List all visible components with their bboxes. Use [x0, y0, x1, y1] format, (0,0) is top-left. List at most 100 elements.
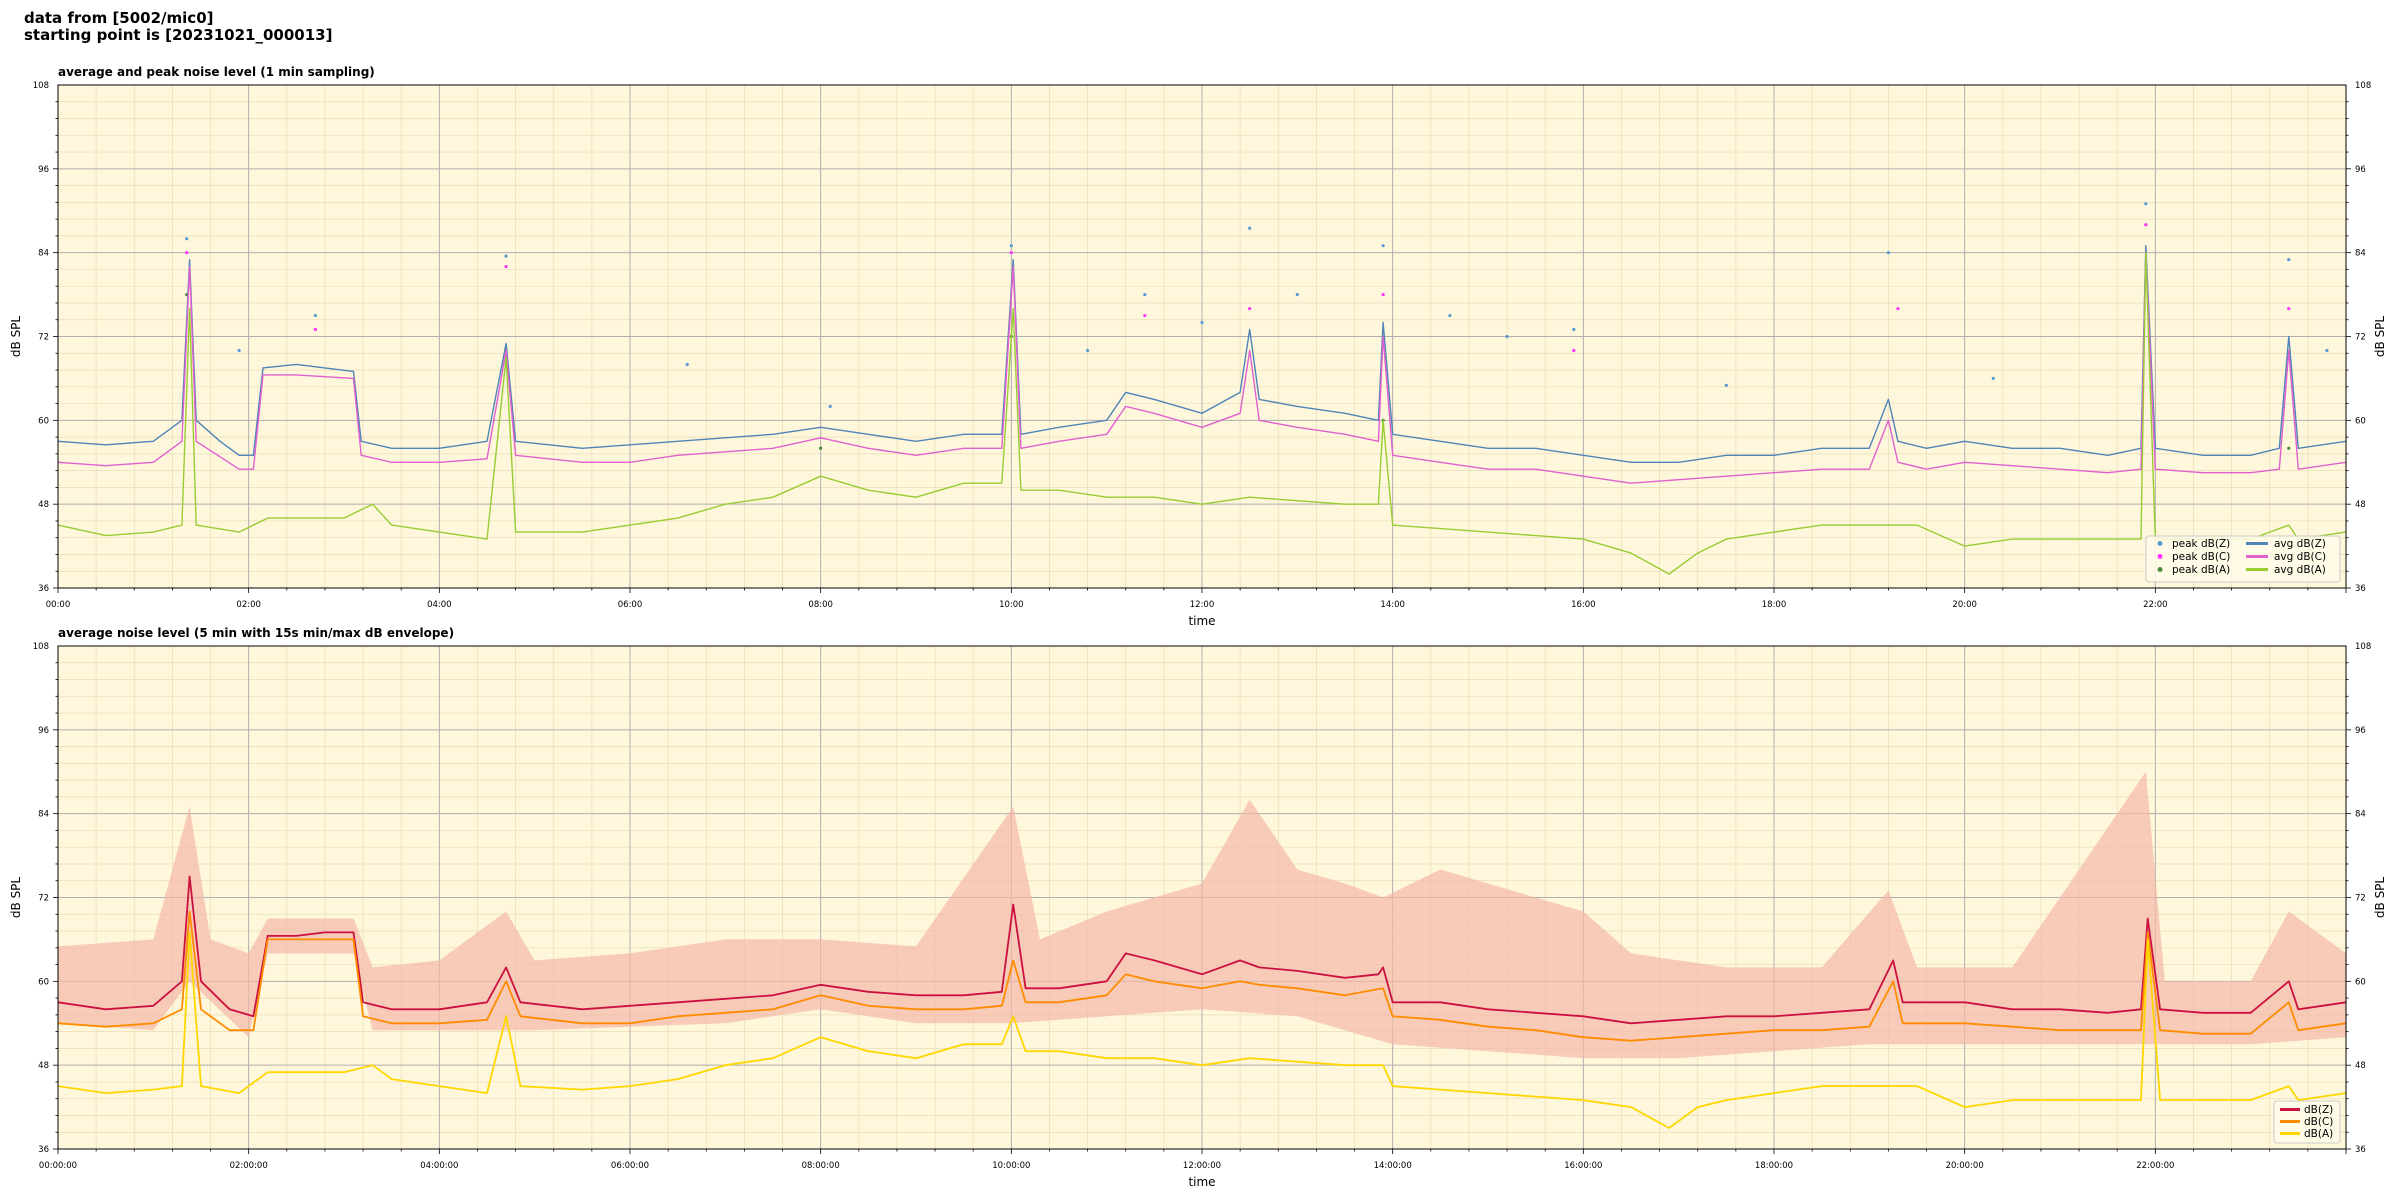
line-avg-db-c-: [57, 252, 2347, 484]
point-peak-db-c-: [1009, 251, 1013, 255]
point-peak-db-z-: [1009, 244, 1013, 248]
y-tick-label-right: 108: [2355, 81, 2371, 91]
legend-label: peak dB(C): [2172, 551, 2230, 563]
y-tick-label-right: 60: [2355, 416, 2366, 426]
y-tick-label-right: 72: [2355, 894, 2366, 904]
x-ticks: 00:00 02:00 04:00 06:00 08:00 10:00 12:00 14:00…: [46, 588, 2347, 610]
point-peak-db-z-: [828, 404, 832, 408]
legend: peak dB(Z)peak dB(C)peak dB(A)avg dB(Z)a…: [2145, 535, 2341, 583]
y-ticks: 36 36 48 48 60 60 72 72 84 84 96 96 108 108: [33, 81, 2371, 594]
point-peak-db-z-: [1991, 376, 1995, 381]
x-tick-label: 20:00:00: [1946, 1161, 1984, 1171]
x-axis-label: time: [1188, 1175, 1215, 1189]
line-db-a-: [57, 931, 2347, 1129]
point-peak-db-z-: [1086, 348, 1090, 353]
line-db-z-: [57, 875, 2347, 1025]
point-peak-db-z-: [237, 348, 241, 353]
series-peak-db-z-: [185, 202, 2329, 408]
y-axis-label-left: dB SPL: [9, 877, 23, 919]
y-tick-label-left: 60: [38, 977, 49, 987]
axes-title: average and peak noise level (1 min samp…: [58, 65, 375, 79]
point-peak-db-z-: [2287, 258, 2291, 262]
y-tick-label-left: 60: [38, 416, 49, 426]
legend-label: avg dB(A): [2274, 564, 2326, 576]
x-tick-label: 18:00: [1762, 600, 1787, 610]
bottom-chart: 36 36 48 48 60 60 72 72 84 84 96 96 108 108 00:00:00 02…: [9, 626, 2387, 1189]
point-peak-db-z-: [1505, 334, 1509, 339]
legend-label: peak dB(A): [2172, 564, 2230, 576]
point-peak-db-z-: [1572, 327, 1576, 332]
y-axis-label-right: dB SPL: [2373, 877, 2387, 919]
legend-label: dB(C): [2304, 1116, 2333, 1128]
y-tick-label-left: 36: [38, 584, 49, 594]
top-chart: 36 36 48 48 60 60 72 72 84 84 96 96 108 108 00:00 02:00…: [9, 65, 2387, 628]
y-tick-label-right: 36: [2355, 1145, 2366, 1155]
envelope-band: [58, 771, 2346, 1059]
x-tick-label: 10:00:00: [992, 1161, 1030, 1171]
y-tick-label-right: 96: [2355, 726, 2366, 736]
point-peak-db-z-: [1200, 320, 1204, 325]
point-peak-db-c-: [1248, 306, 1252, 311]
y-tick-label-left: 108: [33, 81, 49, 91]
y-tick-label-right: 60: [2355, 977, 2366, 987]
x-tick-label: 18:00:00: [1755, 1161, 1793, 1171]
point-peak-db-c-: [1381, 292, 1385, 297]
line-avg-db-a-: [57, 252, 2347, 575]
y-tick-label-left: 72: [38, 333, 49, 343]
figure-title: data from [5002/mic0] starting point is …: [24, 10, 332, 44]
y-tick-label-right: 84: [2355, 249, 2366, 259]
x-tick-label: 20:00: [1952, 600, 1977, 610]
source-line: data from [5002/mic0]: [24, 9, 214, 27]
y-tick-label-left: 48: [38, 500, 49, 510]
y-tick-label-left: 96: [38, 726, 49, 736]
y-tick-label-left: 72: [38, 894, 49, 904]
y-tick-label-left: 108: [33, 642, 49, 652]
y-tick-label-left: 48: [38, 1061, 49, 1071]
y-axis-label-left: dB SPL: [9, 316, 23, 358]
point-peak-db-c-: [1896, 306, 1900, 311]
point-peak-db-z-: [1381, 244, 1385, 248]
x-tick-label: 02:00:00: [230, 1161, 268, 1171]
x-tick-label: 08:00: [808, 600, 833, 610]
point-peak-db-a-: [819, 446, 823, 450]
line-avg-db-z-: [57, 245, 2347, 463]
x-tick-label: 12:00: [1190, 600, 1215, 610]
y-tick-label-left: 84: [38, 249, 49, 259]
point-peak-db-c-: [1143, 313, 1147, 318]
legend-label: dB(Z): [2304, 1104, 2333, 1116]
y-tick-label-left: 84: [38, 810, 49, 820]
x-tick-label: 16:00: [1571, 600, 1596, 610]
x-tick-label: 14:00:00: [1374, 1161, 1412, 1171]
legend-marker: [2157, 541, 2163, 546]
legend-label: avg dB(Z): [2274, 538, 2326, 550]
point-peak-db-z-: [685, 362, 689, 367]
x-tick-label: 00:00:00: [39, 1161, 77, 1171]
point-peak-db-z-: [1724, 383, 1728, 388]
legend-marker: [2157, 554, 2163, 559]
x-ticks: 00:00:00 02:00:00 04:00:00 06:00:00 08:00:00…: [39, 1149, 2347, 1171]
y-tick-label-right: 96: [2355, 165, 2366, 175]
y-tick-label-right: 36: [2355, 584, 2366, 594]
point-peak-db-a-: [2287, 446, 2291, 450]
point-peak-db-c-: [2144, 223, 2148, 227]
line-db-c-: [57, 910, 2347, 1042]
legend-label: dB(A): [2304, 1128, 2333, 1140]
point-peak-db-z-: [1143, 292, 1147, 297]
x-tick-label: 02:00: [236, 600, 261, 610]
y-ticks: 36 36 48 48 60 60 72 72 84 84 96 96 108 108: [33, 642, 2371, 1155]
x-tick-label: 08:00:00: [802, 1161, 840, 1171]
series-peak-db-c-: [185, 223, 2291, 353]
y-tick-label-right: 84: [2355, 810, 2366, 820]
x-tick-label: 04:00:00: [420, 1161, 458, 1171]
point-peak-db-z-: [2144, 202, 2148, 206]
x-tick-label: 10:00: [999, 600, 1024, 610]
x-tick-label: 06:00: [618, 600, 643, 610]
start-line: starting point is [20231021_000013]: [24, 26, 333, 44]
point-peak-db-c-: [504, 265, 508, 269]
x-tick-label: 22:00:00: [2136, 1161, 2174, 1171]
legend-label: avg dB(C): [2274, 551, 2326, 563]
point-peak-db-c-: [2287, 306, 2291, 311]
legend: dB(Z)dB(C)dB(A): [2273, 1100, 2341, 1144]
y-tick-label-right: 72: [2355, 333, 2366, 343]
point-peak-db-z-: [504, 254, 508, 258]
